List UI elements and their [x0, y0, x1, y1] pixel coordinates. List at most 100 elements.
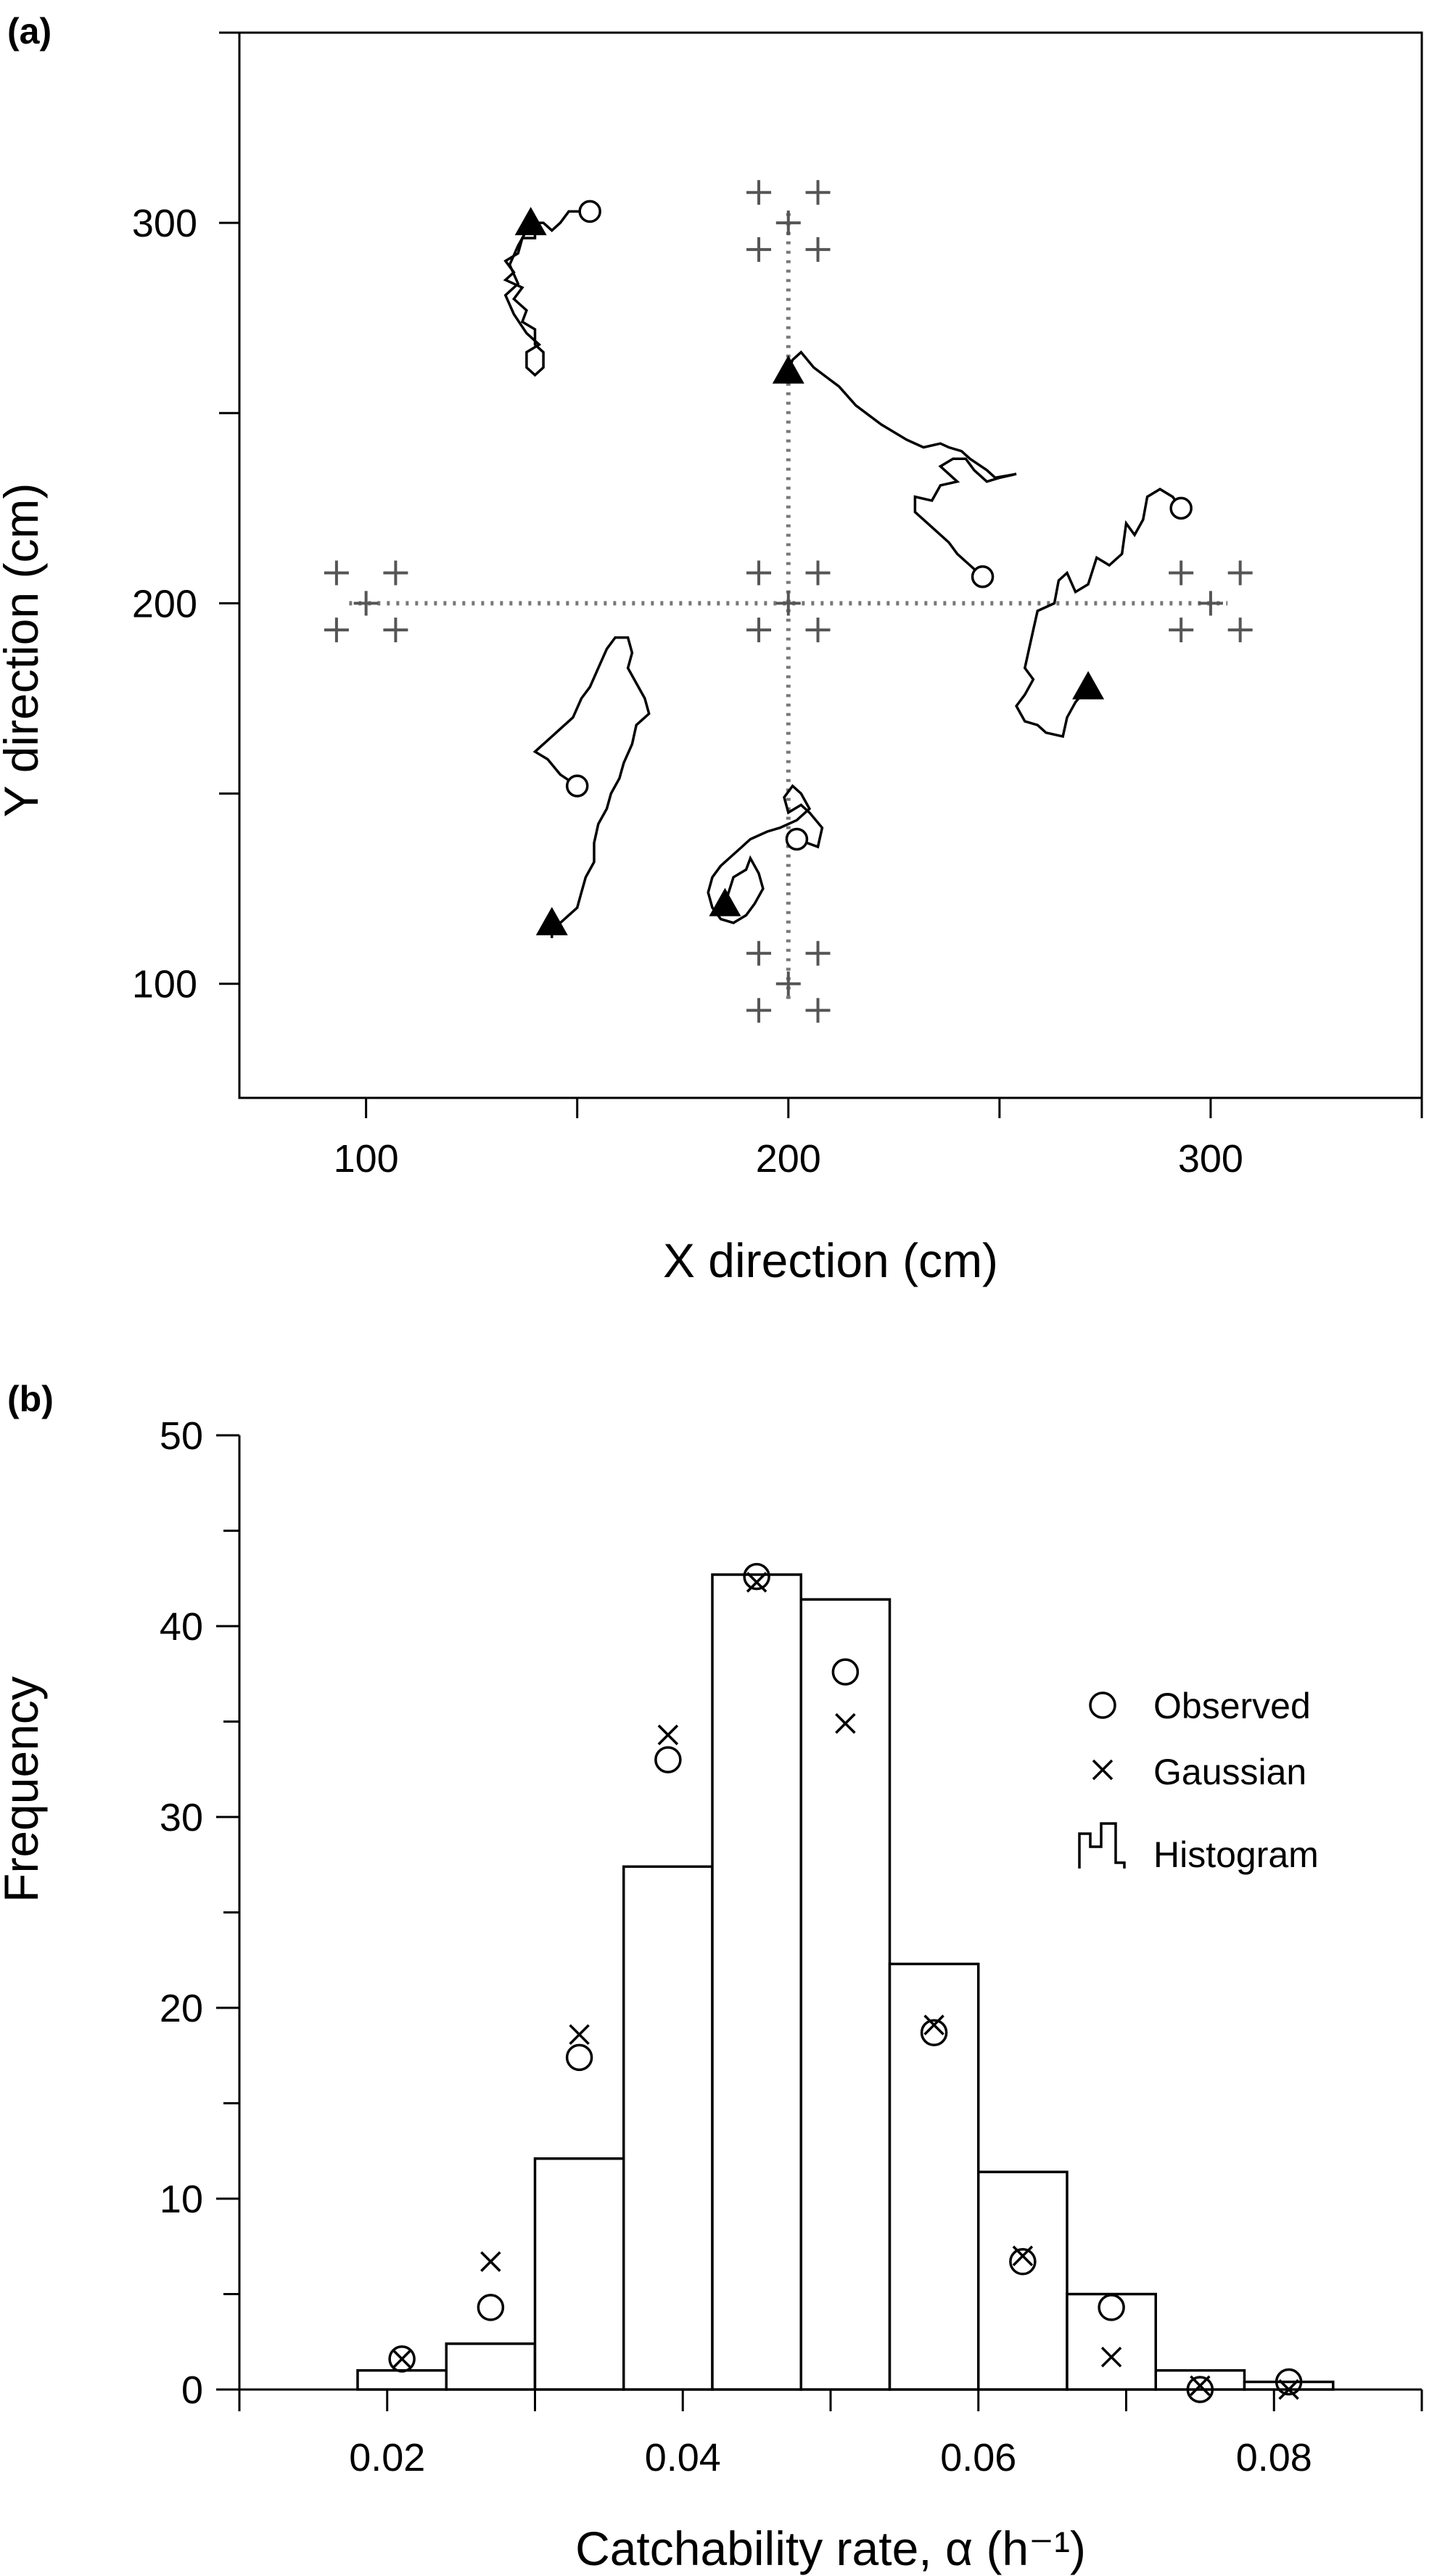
legend-label: Histogram — [1153, 1834, 1319, 1875]
y-tick-label: 50 — [160, 1414, 203, 1458]
track-start-marker — [1169, 496, 1193, 520]
histogram-bar — [445, 2342, 537, 2391]
trap-marker — [775, 210, 801, 236]
observed-point — [1009, 2248, 1037, 2276]
y-tick-label: 10 — [160, 2178, 203, 2221]
y-tick-label: 20 — [160, 1987, 203, 2030]
y-tick-label: 30 — [160, 1796, 203, 1839]
track-end-marker — [1072, 670, 1105, 700]
track-start-marker — [971, 565, 995, 588]
gaussian-point — [746, 1572, 767, 1593]
gaussian-point-stroke — [1100, 2347, 1122, 2368]
histogram-bar — [977, 2170, 1069, 2391]
trap-marker — [805, 237, 831, 262]
gaussian-point-stroke — [1012, 2245, 1034, 2267]
track-start-marker — [578, 200, 601, 223]
legend-label: Observed — [1153, 1686, 1311, 1726]
histogram-bar — [622, 1865, 714, 2391]
track-path — [532, 636, 651, 938]
gaussian-point-stroke — [391, 2348, 413, 2370]
trap-marker — [805, 180, 831, 205]
trap-marker — [1227, 560, 1253, 586]
gaussian-point — [480, 2251, 501, 2273]
gaussian-point-stroke — [657, 1724, 679, 1746]
track-start-marker — [565, 774, 589, 797]
trap-marker — [383, 618, 408, 643]
observed-point — [654, 1746, 682, 1773]
trap-marker — [1169, 618, 1194, 643]
trap-marker — [775, 591, 801, 616]
track-end-marker — [514, 207, 547, 236]
trap-marker — [383, 560, 408, 586]
gaussian-point — [1012, 2245, 1034, 2267]
observed-point — [1186, 2376, 1214, 2403]
x-tick-label: 300 — [1178, 1137, 1243, 1181]
panel-b-axes: 0 10 20 30 40 50 0.02 0.04 0.06 0.08 — [160, 1414, 1423, 2479]
panel-a-y-axis: 100 200 300 — [132, 31, 239, 1006]
observed-point — [388, 2345, 416, 2373]
track-start-marker — [785, 827, 809, 851]
track-path — [503, 210, 590, 377]
track-end-marker — [535, 906, 568, 935]
x-tick-label: 0.08 — [1236, 2436, 1312, 2479]
panel-a-plot-frame — [238, 31, 1423, 1099]
trap-marker — [805, 998, 831, 1023]
histogram-bar — [799, 1598, 892, 2391]
observed-point — [743, 1562, 770, 1591]
gaussian-point-stroke — [923, 2014, 944, 2035]
panel-b-label: (b) — [7, 1379, 54, 1419]
trap-marker — [805, 618, 831, 643]
gaussian-point-stroke — [835, 1712, 856, 1734]
track-end-marker — [709, 887, 741, 916]
track-path — [1015, 488, 1182, 738]
y-tick-label: 0 — [181, 2368, 203, 2412]
histogram-bar — [888, 1962, 980, 2391]
legend-histogram-marker — [1078, 1822, 1126, 1869]
trap-marker — [805, 940, 831, 966]
panel-b-histogram-bars — [356, 1573, 1335, 2391]
y-tick-label: 40 — [160, 1605, 203, 1649]
trap-marker — [746, 998, 772, 1023]
panel-a-y-axis-label: Y direction (cm) — [0, 483, 48, 818]
observed-point — [1098, 2294, 1125, 2321]
y-tick-label: 100 — [132, 963, 197, 1006]
trap-marker — [1169, 560, 1194, 586]
trap-marker — [353, 591, 379, 616]
trap-marker — [324, 618, 349, 643]
observed-point — [565, 2043, 593, 2072]
gaussian-point — [657, 1724, 679, 1746]
trap-marker — [746, 940, 772, 966]
panel-a-x-axis: 100 200 300 — [334, 1098, 1423, 1181]
y-tick-label: 300 — [132, 202, 197, 245]
observed-point — [1275, 2368, 1303, 2396]
trap-marker — [1198, 591, 1223, 616]
gaussian-point — [1100, 2347, 1122, 2368]
x-tick-label: 0.06 — [940, 2436, 1016, 2479]
trap-marker — [324, 560, 349, 586]
observed-point — [831, 1658, 860, 1686]
panel-a-tracks — [503, 200, 1193, 938]
x-tick-label: 0.02 — [349, 2436, 425, 2479]
x-tick-label: 200 — [756, 1137, 821, 1181]
trap-marker — [746, 237, 772, 262]
gaussian-point-stroke — [1190, 2375, 1211, 2396]
legend-gaussian-stroke — [1092, 1759, 1113, 1781]
gaussian-point — [835, 1712, 856, 1734]
gaussian-point-stroke — [569, 2024, 590, 2046]
track-end-marker — [772, 355, 804, 384]
gaussian-point — [569, 2024, 590, 2046]
panel-b-legend: Observed Gaussian Histogram — [1078, 1686, 1319, 1875]
gaussian-point-stroke — [746, 1572, 767, 1593]
trap-marker — [775, 971, 801, 996]
panel-b-histogram-plot: (b) 0 10 20 30 40 50 0.02 0.04 0.06 0.08 Observed… — [0, 1379, 1423, 2575]
x-tick-label: 100 — [334, 1137, 399, 1181]
histogram-bar — [356, 2368, 448, 2391]
trap-marker — [746, 618, 772, 643]
histogram-bar — [711, 1573, 802, 2391]
observed-point — [920, 2019, 948, 2046]
x-tick-label: 0.04 — [645, 2436, 721, 2479]
gaussian-point — [391, 2348, 413, 2370]
gaussian-point-stroke — [1278, 2379, 1299, 2400]
panel-b-x-axis-label: Catchability rate, α (h⁻¹) — [575, 2522, 1086, 2575]
